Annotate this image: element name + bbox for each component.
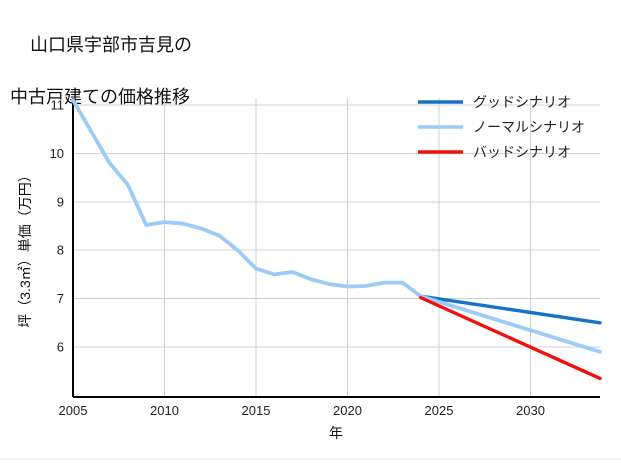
y-tick-label: 10 <box>50 146 64 161</box>
x-tick-label: 2025 <box>425 403 454 418</box>
chart-title-line-2: 中古戸建ての価格推移 <box>10 87 190 107</box>
legend-label-0: グッドシナリオ <box>473 94 571 110</box>
x-tick-label: 2030 <box>516 403 545 418</box>
x-tick-label: 2020 <box>333 403 362 418</box>
series-line-1 <box>71 98 602 354</box>
y-axis-title: 坪（3.3㎡）単価（万円） <box>17 168 33 327</box>
y-tick-label: 8 <box>57 243 64 258</box>
legend-label-1: ノーマルシナリオ <box>473 119 585 135</box>
x-tick-label: 2005 <box>59 403 88 418</box>
axis-lines <box>71 98 600 399</box>
y-tick-label: 7 <box>57 291 64 306</box>
series-line-0 <box>418 294 602 325</box>
chart-title-line-1: 山口県宇部市吉見の <box>30 35 193 55</box>
legend-label-2: バッドシナリオ <box>473 144 571 160</box>
y-tick-label: 9 <box>57 194 64 209</box>
chart-title: 山口県宇部市吉見の 中古戸建ての価格推移 <box>10 6 192 162</box>
y-tick-labels: 6 7 8 9 10 11 <box>50 98 64 355</box>
x-axis-title: 年 <box>329 425 343 441</box>
series-line-2 <box>418 295 602 381</box>
x-tick-label: 2015 <box>242 403 271 418</box>
gridlines <box>72 98 600 397</box>
y-tick-label: 11 <box>51 98 65 113</box>
x-tick-labels: 2005 2010 2015 2020 2025 2030 <box>59 403 545 418</box>
y-tick-label: 6 <box>57 340 64 355</box>
series-group <box>71 98 602 381</box>
x-tick-label: 2010 <box>150 403 179 418</box>
